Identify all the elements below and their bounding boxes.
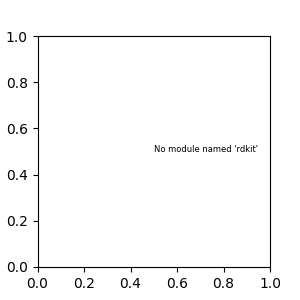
Text: No module named 'rdkit': No module named 'rdkit': [154, 145, 258, 154]
